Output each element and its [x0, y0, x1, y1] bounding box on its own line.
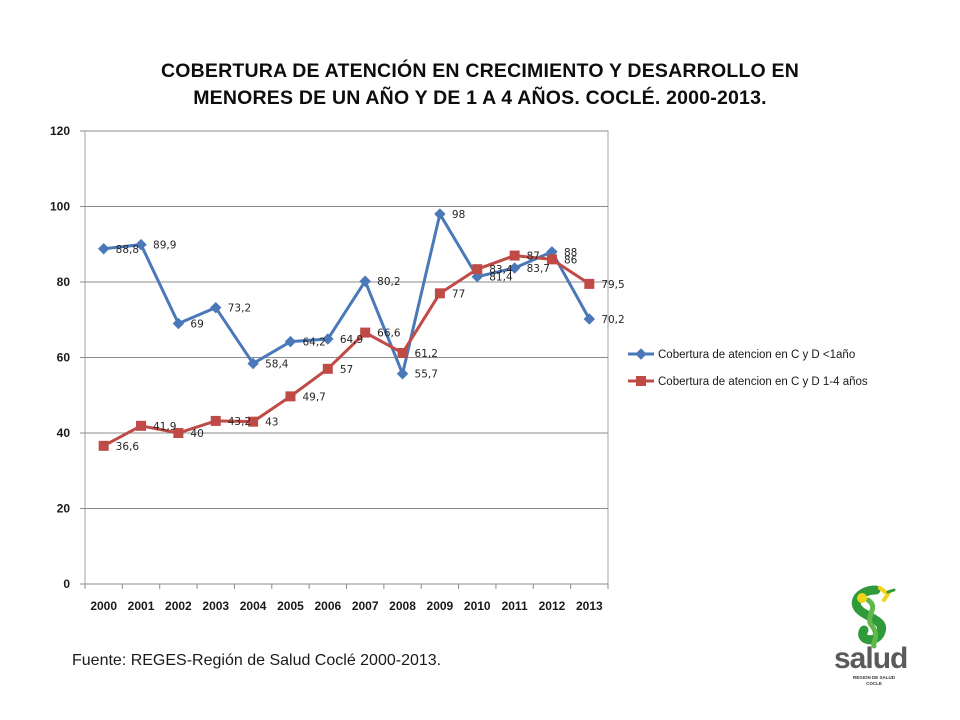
- legend-marker-2: [636, 376, 646, 386]
- data-label: 81,4: [489, 272, 513, 284]
- data-label: 83,7: [527, 263, 550, 275]
- series-2-point: [509, 250, 520, 261]
- series-1-point: [172, 317, 185, 330]
- series-2-point: [546, 254, 557, 265]
- y-tick-label: 0: [63, 577, 70, 591]
- line-chart: 0 20 40 60 80 100 120 2000 2001 2002 2003 2004 2005 2…: [50, 124, 868, 613]
- series-2-point: [472, 264, 483, 275]
- data-label: 64,2: [302, 337, 325, 349]
- data-label: 36,6: [116, 441, 140, 453]
- data-label: 69: [190, 319, 203, 331]
- data-label: 77: [452, 288, 465, 300]
- logo-subtitle-line-2: COCLE: [866, 681, 882, 686]
- series-2-point: [434, 288, 445, 299]
- series-line-2: [102, 254, 591, 448]
- y-tick-label: 80: [57, 275, 71, 289]
- data-labels: 88,8 89,9 69 73,2 58,4 64,2 64,9 80,2 55,7 98 81,4…: [116, 209, 625, 453]
- data-label: 80,2: [377, 276, 400, 288]
- series-2-point: [173, 428, 184, 438]
- data-label: 55,7: [415, 369, 438, 381]
- data-label: 86: [564, 254, 578, 266]
- chart-title-line-2: MENORES DE UN AÑO Y DE 1 A 4 AÑOS. COCLÉ…: [193, 87, 767, 109]
- series-2-point: [210, 415, 221, 426]
- series-1-point: [135, 238, 147, 251]
- data-label: 57: [340, 364, 353, 376]
- salud-logo-emblem-icon: [851, 585, 896, 649]
- series-1-point: [508, 262, 521, 274]
- series-layer: [97, 208, 596, 451]
- logo-subtitle-line-1: REGION DE SALUD: [852, 675, 895, 680]
- y-tick-label: 20: [57, 502, 71, 516]
- x-tick-label: 2002: [165, 599, 192, 613]
- data-label: 73,2: [228, 303, 251, 315]
- data-label: 61,2: [415, 348, 438, 360]
- series-1-point: [97, 243, 110, 255]
- y-tick-label: 40: [57, 426, 71, 440]
- x-tick-label: 2000: [90, 599, 117, 613]
- x-tick-label: 2009: [427, 599, 454, 613]
- x-tick-label: 2006: [314, 599, 341, 613]
- data-label: 87: [527, 251, 540, 263]
- y-tick-label: 100: [50, 200, 70, 214]
- series-2-point: [584, 278, 595, 289]
- series-1-point: [247, 357, 259, 370]
- data-label: 40: [190, 428, 203, 440]
- data-label: 58,4: [265, 359, 289, 371]
- x-tick-label: 2012: [539, 599, 566, 613]
- series-1-point: [396, 368, 409, 380]
- data-label: 70,2: [601, 314, 624, 326]
- data-label: 98: [452, 209, 465, 221]
- data-label: 79,5: [601, 279, 624, 291]
- data-label: 41,9: [153, 421, 176, 433]
- series-1-point: [583, 313, 596, 325]
- series-2-point: [397, 347, 408, 358]
- x-tick-label: 2003: [202, 599, 229, 613]
- series-1-point: [284, 335, 297, 348]
- series-1-point: [434, 208, 446, 220]
- y-tick-label: 120: [50, 124, 70, 138]
- series-2-point: [136, 420, 147, 431]
- data-label: 49,7: [302, 391, 325, 403]
- logo-wordmark: salud: [834, 642, 908, 675]
- series-2-point: [360, 327, 371, 338]
- series-1-point: [210, 301, 222, 314]
- x-tick-label: 2011: [502, 599, 528, 613]
- data-label: 64,9: [340, 334, 363, 346]
- x-tick-label: 2001: [128, 599, 155, 613]
- x-tick-label: 2008: [389, 599, 416, 613]
- y-tick-label: 60: [57, 351, 71, 365]
- legend-label-2: Cobertura de atencion en C y D 1-4 años: [658, 376, 868, 388]
- data-label: 88: [564, 247, 577, 259]
- legend-marker-1: [635, 348, 647, 360]
- series-1-point: [322, 333, 334, 345]
- gridlines: [84, 130, 609, 585]
- series-2-point: [285, 391, 296, 402]
- x-tick-label: 2013: [576, 599, 603, 613]
- logo-subtitle: REGION DE SALUD COCLE: [836, 675, 912, 687]
- series-1-point: [359, 275, 371, 287]
- data-label: 88,8: [116, 244, 139, 256]
- series-1-point: [471, 271, 483, 283]
- data-label: 89,9: [153, 240, 176, 252]
- x-tick-label: 2005: [277, 599, 304, 613]
- legend-label-1: Cobertura de atencion en C y D <1año: [658, 349, 855, 361]
- series-2-point: [248, 416, 259, 427]
- data-label: 43: [265, 417, 278, 429]
- source-note: Fuente: REGES-Región de Salud Coclé 2000…: [72, 652, 442, 669]
- axes: 0 20 40 60 80 100 120 2000 2001 2002 2003 2004 2005 2…: [50, 124, 609, 613]
- x-tick-label: 2010: [464, 599, 491, 613]
- data-label: 66,6: [377, 328, 401, 340]
- chart-title: COBERTURA DE ATENCIÓN EN CRECIMIENTO Y D…: [80, 58, 880, 112]
- x-tick-label: 2007: [352, 599, 379, 613]
- x-tick-label: 2004: [240, 599, 267, 613]
- legend: Cobertura de atencion en C y D <1año Cobe…: [628, 348, 868, 388]
- chart-title-line-1: COBERTURA DE ATENCIÓN EN CRECIMIENTO Y D…: [160, 60, 800, 82]
- data-label: 83,4: [489, 264, 513, 276]
- series-2-point: [322, 363, 333, 374]
- data-label: 43,2: [228, 416, 251, 428]
- series-line-1: [103, 212, 591, 376]
- series-2-point: [98, 440, 109, 451]
